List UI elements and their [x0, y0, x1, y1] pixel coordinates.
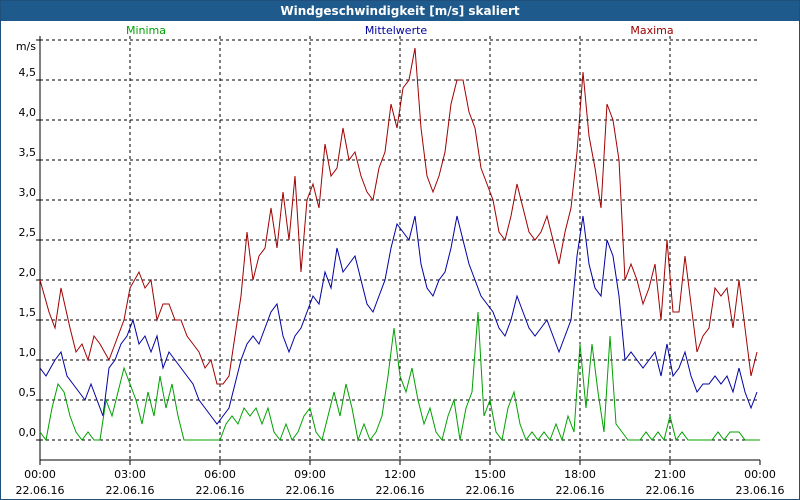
x-tick-time-label: 15:00	[474, 468, 506, 481]
x-tick-time-label: 12:00	[384, 468, 416, 481]
y-tick-label: 1,0	[19, 346, 37, 359]
y-tick-label: 2,5	[19, 226, 37, 239]
series-line-minima	[39, 311, 760, 442]
x-tick-date-label: 22.06.16	[16, 484, 65, 497]
x-tick-time-label: 00:00	[744, 468, 776, 481]
y-tick-label: 0,0	[19, 426, 37, 439]
x-tick-date-label: 22.06.16	[556, 484, 605, 497]
x-tick-time-label: 06:00	[204, 468, 236, 481]
x-tick-date-label: 22.06.16	[376, 484, 425, 497]
x-tick-date-label: 22.06.16	[286, 484, 335, 497]
legend-entry-maxima: Maxima	[630, 24, 673, 37]
y-tick-label: 1,5	[19, 306, 37, 319]
x-tick-date-label: 22.06.16	[196, 484, 245, 497]
x-tick-date-label: 23.06.16	[736, 484, 785, 497]
x-tick-time-label: 03:00	[114, 468, 146, 481]
y-tick-label: 0,5	[19, 386, 37, 399]
legend-entry-minima: Minima	[126, 24, 166, 37]
x-tick-time-label: 00:00	[24, 468, 56, 481]
x-tick-time-label: 09:00	[294, 468, 326, 481]
x-tick-time-label: 18:00	[564, 468, 596, 481]
y-tick-label: 3,0	[19, 186, 37, 199]
y-tick-label: 4,5	[19, 66, 37, 79]
series-line-maxima	[39, 47, 758, 385]
x-tick-date-label: 22.06.16	[646, 484, 695, 497]
y-tick-label: 2,0	[19, 266, 37, 279]
y-tick-label: 3,5	[19, 146, 37, 159]
y-axis-unit-label: m/s	[16, 40, 36, 53]
x-tick-date-label: 22.06.16	[466, 484, 515, 497]
x-tick-date-label: 22.06.16	[106, 484, 155, 497]
y-tick-label: 4,0	[19, 106, 37, 119]
legend-entry-mittelwerte: Mittelwerte	[365, 24, 428, 37]
x-tick-time-label: 21:00	[654, 468, 686, 481]
chart-title: Windgeschwindigkeit [m/s] skaliert	[1, 1, 799, 21]
series-line-mittelwerte	[39, 215, 758, 425]
